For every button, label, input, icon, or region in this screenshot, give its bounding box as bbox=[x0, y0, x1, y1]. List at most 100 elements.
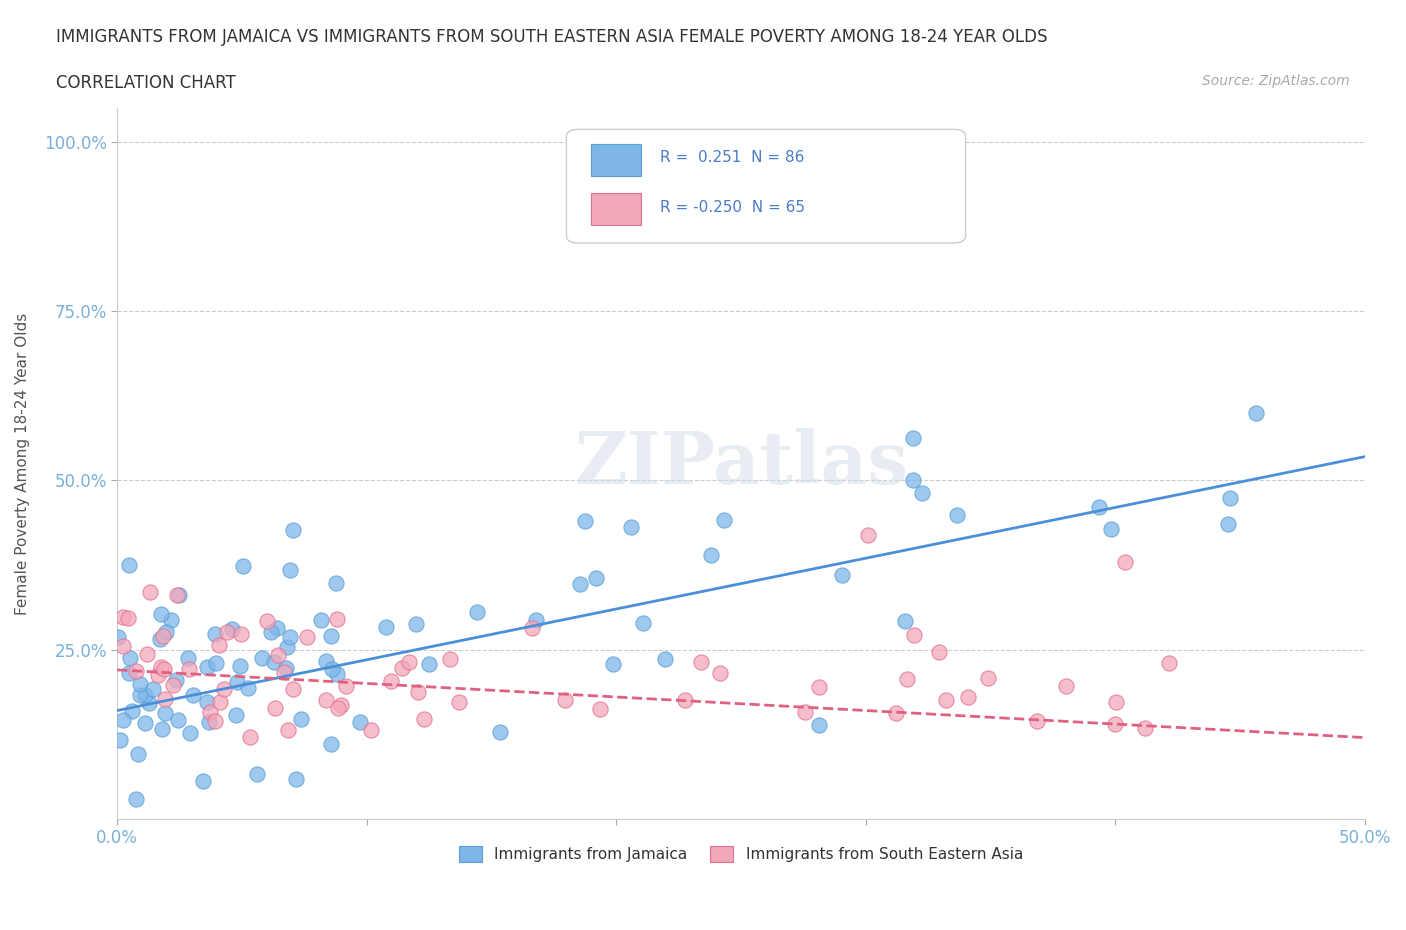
Point bbox=[689, 655, 711, 670]
Point bbox=[153, 691, 176, 706]
Point bbox=[195, 659, 218, 674]
Point bbox=[1105, 695, 1128, 710]
Point bbox=[121, 704, 143, 719]
Point bbox=[1026, 713, 1049, 728]
Point bbox=[278, 563, 301, 578]
Point bbox=[256, 614, 278, 629]
Point bbox=[903, 628, 925, 643]
Text: R = -0.250  N = 65: R = -0.250 N = 65 bbox=[659, 200, 806, 215]
Point bbox=[901, 431, 924, 445]
Point bbox=[439, 652, 461, 667]
Text: CORRELATION CHART: CORRELATION CHART bbox=[56, 74, 236, 92]
Point bbox=[108, 732, 131, 747]
Point bbox=[193, 774, 215, 789]
Point bbox=[149, 631, 172, 646]
Point bbox=[1056, 678, 1078, 693]
Point bbox=[155, 706, 177, 721]
Point bbox=[181, 687, 204, 702]
Point bbox=[807, 718, 830, 733]
Point bbox=[896, 671, 918, 686]
Point bbox=[259, 625, 281, 640]
Point bbox=[315, 653, 337, 668]
Point bbox=[713, 512, 735, 527]
Point bbox=[204, 713, 226, 728]
Point bbox=[150, 721, 173, 736]
Point bbox=[250, 650, 273, 665]
Text: R =  0.251  N = 86: R = 0.251 N = 86 bbox=[659, 151, 804, 166]
Point bbox=[935, 693, 957, 708]
Legend: Immigrants from Jamaica, Immigrants from South Eastern Asia: Immigrants from Jamaica, Immigrants from… bbox=[453, 840, 1029, 868]
Point bbox=[198, 705, 221, 720]
Point bbox=[391, 660, 413, 675]
Point bbox=[215, 625, 238, 640]
Point bbox=[893, 614, 915, 629]
Point bbox=[169, 588, 191, 603]
Point bbox=[134, 715, 156, 730]
Point bbox=[204, 626, 226, 641]
Point bbox=[398, 655, 420, 670]
Point bbox=[568, 577, 591, 591]
Point bbox=[134, 688, 156, 703]
Point bbox=[208, 638, 231, 653]
Point bbox=[125, 791, 148, 806]
Point bbox=[125, 663, 148, 678]
Point bbox=[150, 659, 173, 674]
Bar bbox=[592, 193, 641, 225]
Point bbox=[284, 771, 307, 786]
Point bbox=[360, 723, 382, 737]
Point bbox=[177, 651, 200, 666]
Point bbox=[209, 695, 232, 710]
Point bbox=[793, 704, 815, 719]
Point bbox=[111, 638, 134, 653]
Point bbox=[321, 661, 343, 676]
Point bbox=[1114, 554, 1136, 569]
Point bbox=[295, 630, 318, 644]
Point bbox=[447, 694, 470, 709]
Point bbox=[349, 715, 371, 730]
Point bbox=[807, 680, 830, 695]
Point bbox=[155, 625, 177, 640]
Point bbox=[198, 715, 221, 730]
Point bbox=[956, 690, 979, 705]
Point bbox=[111, 610, 134, 625]
Point bbox=[229, 627, 252, 642]
Point bbox=[239, 730, 262, 745]
Point bbox=[127, 747, 149, 762]
Point bbox=[709, 666, 731, 681]
Point bbox=[1219, 491, 1241, 506]
Point bbox=[135, 646, 157, 661]
Point bbox=[673, 692, 696, 707]
Point bbox=[325, 576, 347, 591]
Point bbox=[232, 558, 254, 573]
Point bbox=[263, 655, 285, 670]
Point bbox=[118, 557, 141, 572]
Point bbox=[375, 619, 398, 634]
Point bbox=[138, 696, 160, 711]
Point bbox=[831, 567, 853, 582]
Point bbox=[118, 651, 141, 666]
Bar bbox=[592, 143, 641, 176]
Point bbox=[290, 711, 312, 726]
Point bbox=[238, 681, 260, 696]
Point bbox=[152, 628, 174, 643]
Point bbox=[412, 711, 434, 726]
Point bbox=[911, 485, 934, 500]
Point bbox=[631, 616, 654, 631]
Point bbox=[205, 656, 228, 671]
Point bbox=[177, 662, 200, 677]
Point bbox=[150, 606, 173, 621]
FancyBboxPatch shape bbox=[567, 129, 966, 243]
Point bbox=[276, 660, 298, 675]
Point bbox=[326, 612, 349, 627]
Point bbox=[1216, 517, 1239, 532]
Point bbox=[467, 604, 489, 619]
Point bbox=[1099, 522, 1122, 537]
Point bbox=[488, 724, 510, 739]
Point bbox=[654, 652, 676, 667]
Point bbox=[195, 694, 218, 709]
Point bbox=[380, 674, 402, 689]
Point bbox=[585, 571, 607, 586]
Point bbox=[148, 668, 170, 683]
Point bbox=[1088, 500, 1111, 515]
Point bbox=[280, 630, 302, 644]
